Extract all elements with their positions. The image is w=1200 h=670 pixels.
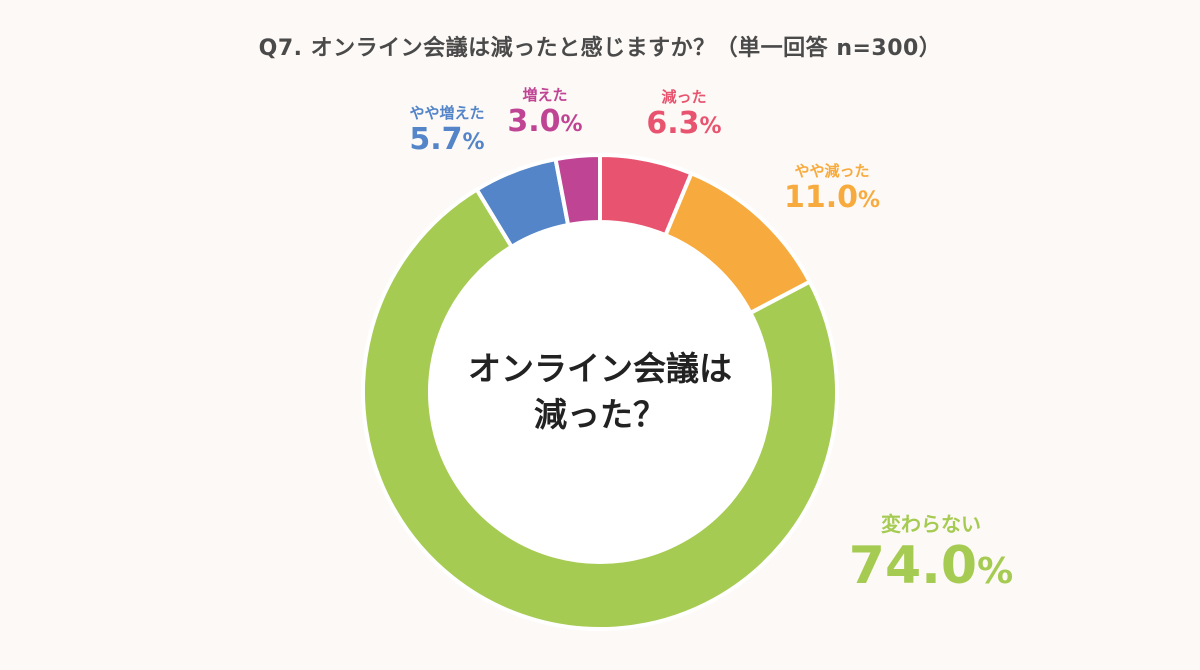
label-slightly-increased: やや増えた 5.7% [392,102,502,160]
label-unchanged: 変わらない 74.0% [836,508,1026,601]
label-decreased-name: 減った [661,88,707,106]
label-slightly-decreased-value: 11.0 [783,180,858,215]
label-unchanged-name: 変わらない [881,512,981,536]
label-increased-unit: % [560,112,583,137]
label-increased-value: 3.0 [507,104,561,139]
label-slightly-decreased: やや減った 11.0% [772,160,892,218]
label-unchanged-unit: % [977,551,1014,592]
donut-hole [431,223,769,561]
label-slightly-increased-name: やや増えた [409,104,485,122]
label-slightly-decreased-unit: % [857,188,881,213]
center-label-line-1: オンライン会議は [468,349,732,388]
slice-increased [553,152,602,228]
label-unchanged-value: 74.0 [848,536,978,596]
label-increased-name: 増えた [522,86,568,104]
donut-center-label: オンライン会議は 減った？ [440,346,760,438]
label-decreased-value: 6.3 [646,106,700,141]
label-increased: 増えた 3.0% [500,84,590,142]
chart-title: Q7. オンライン会議は減ったと感じますか？（単一回答 n=300） [258,36,942,61]
label-decreased-unit: % [699,114,722,139]
slice-unchanged [361,186,839,631]
label-slightly-increased-value: 5.7 [409,122,463,157]
label-decreased: 減った 6.3% [634,86,734,144]
label-slightly-increased-unit: % [462,130,485,155]
center-label-line-2: 減った？ [534,395,666,434]
label-slightly-decreased-name: やや減った [794,162,870,180]
